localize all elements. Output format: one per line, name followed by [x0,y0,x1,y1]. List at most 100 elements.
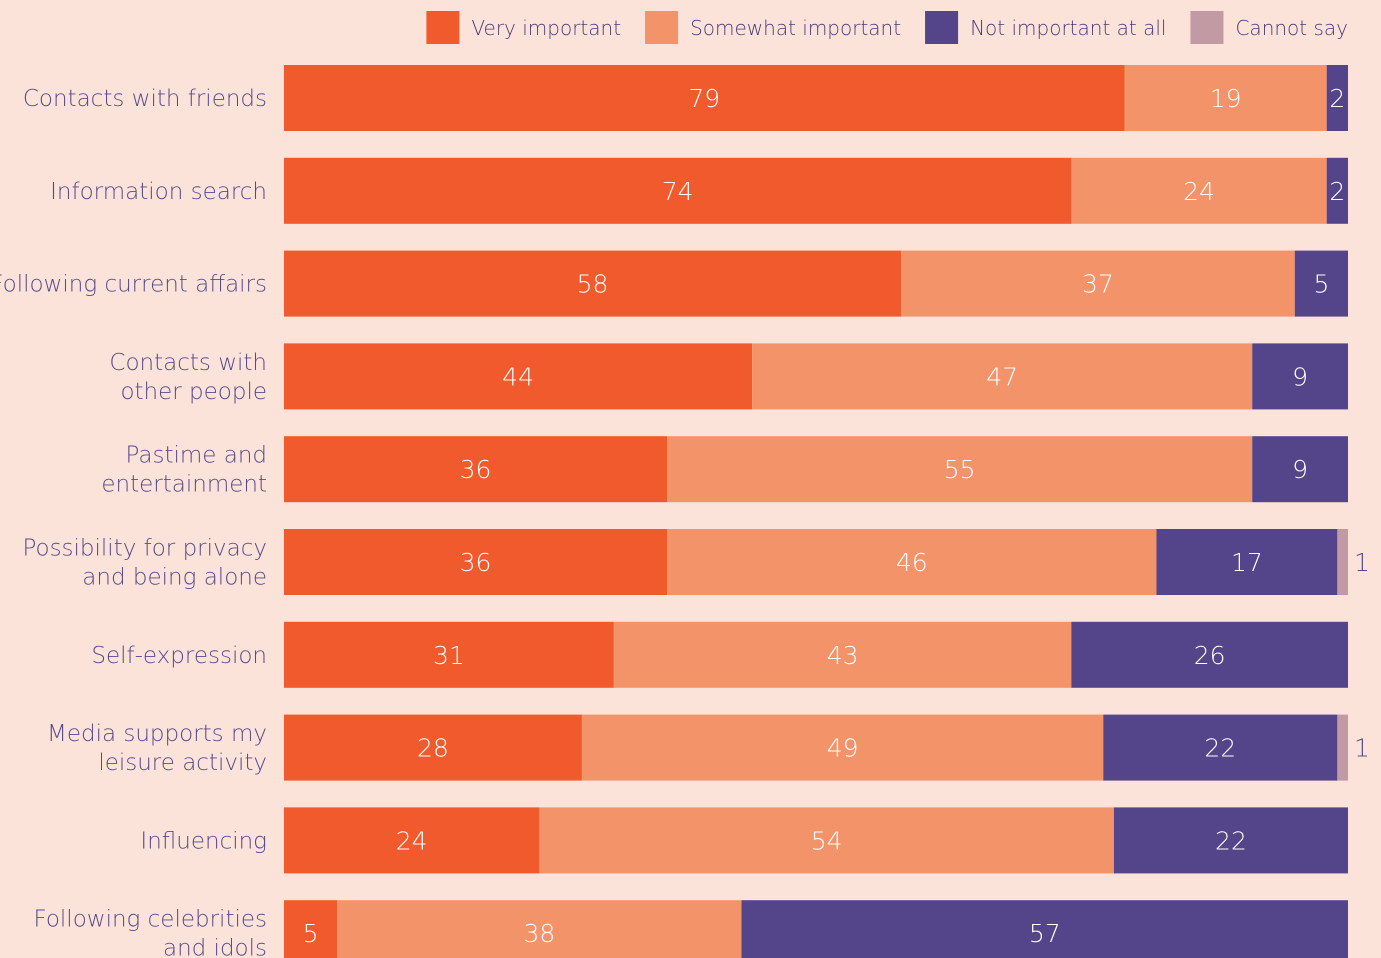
legend-swatch-very-important [426,11,460,44]
data-label-very-important: 74 [662,177,694,206]
category-label: Pastime and entertainment [101,443,267,498]
bar-segment-not-important-at-all [1071,621,1348,688]
data-label-very-important: 36 [460,455,492,484]
legend-label-cannot-say: Cannot say [1235,16,1348,40]
bar-segment-very-important [284,529,668,595]
category-label-line: entertainment [101,472,267,498]
bar-row-following-celebrities-and-idols: Following celebrities and idols 5 38 57 [33,900,1348,958]
data-label-somewhat-important: 54 [811,826,843,855]
category-label-line: Following current affairs [0,272,267,298]
bar-segment-very-important [284,714,582,781]
bar-segment-not-important-at-all [1326,157,1348,224]
data-label-somewhat-important: 47 [986,362,1018,391]
legend-label-very-important: Very important [471,16,621,40]
data-label-cannot-say: 1 [1354,734,1370,763]
legend-swatch-not-important-at-all [925,11,959,44]
category-label: Contacts with friends [23,86,267,112]
category-label-line: Contacts with [109,350,267,376]
category-label: Self-expression [91,643,267,669]
legend-label-not-important-at-all: Not important at all [970,16,1166,40]
bar-segment-not-important-at-all [1113,807,1348,874]
bar-segment-very-important [284,250,902,317]
data-label-somewhat-important: 37 [1082,270,1114,299]
data-label-somewhat-important: 46 [896,548,928,577]
bar-segment-somewhat-important [1124,65,1327,131]
bar-segment-somewhat-important [752,343,1253,410]
category-label: Influencing [140,828,267,854]
legend-swatch-somewhat-important [645,11,679,44]
data-label-not-important-at-all: 22 [1215,826,1247,855]
data-label-not-important-at-all: 2 [1329,84,1345,113]
data-label-very-important: 79 [688,84,720,113]
bar-segment-very-important [284,807,540,874]
category-label: Possibility for privacy and being alone [22,536,267,591]
category-label-line: and idols [163,936,267,958]
bar-segment-somewhat-important [667,436,1253,503]
bar-segment-very-important [284,343,753,410]
category-label-line: Information search [50,179,267,205]
bar-row-self-expression: Self-expression 31 43 26 [91,621,1348,688]
category-label-line: Possibility for privacy [22,536,267,562]
bar-segment-very-important [284,621,614,688]
bar-segment-not-important-at-all [1326,65,1348,131]
data-label-somewhat-important: 55 [944,455,976,484]
bar-segment-somewhat-important [667,529,1157,595]
bar-segment-not-important-at-all [1294,250,1348,317]
legend-label-somewhat-important: Somewhat important [690,16,901,40]
bar-segment-not-important-at-all [1156,529,1338,595]
category-label: Following current affairs [0,272,267,298]
data-label-not-important-at-all: 5 [1313,270,1329,299]
data-label-very-important: 36 [460,548,492,577]
data-label-somewhat-important: 49 [827,734,859,763]
category-label-line: Media supports my [47,721,267,747]
data-label-somewhat-important: 43 [827,641,859,670]
bar-segment-not-important-at-all [1252,343,1348,410]
bar-segment-very-important [284,900,338,958]
bar-segment-somewhat-important [539,807,1114,874]
bar-row-contacts-with-friends: Contacts with friends 79 19 2 [23,65,1348,131]
category-label-line: Contacts with friends [23,86,267,112]
category-label: Media supports my leisure activity [47,721,267,776]
bar-row-pastime-and-entertainment: Pastime and entertainment 36 55 9 [101,436,1348,503]
bar-segment-somewhat-important [613,621,1072,688]
data-label-not-important-at-all: 9 [1292,455,1308,484]
bar-segment-cannot-say [1337,529,1348,595]
bar-segment-very-important [284,157,1072,224]
bar-segment-somewhat-important [1071,157,1327,224]
category-label-line: Following celebrities [33,907,267,933]
data-label-not-important-at-all: 57 [1029,919,1061,948]
category-label: Contacts with other people [109,350,267,405]
bar-row-possibility-for-privacy-and-being-alone: Possibility for privacy and being alone 36… [22,529,1370,595]
data-label-very-important: 5 [303,919,319,948]
category-label-line: Pastime and [126,443,267,469]
category-label-line: Self-expression [91,643,267,669]
bar-segment-cannot-say [1337,714,1348,781]
data-label-not-important-at-all: 2 [1329,177,1345,206]
legend: Very important Somewhat important Not impo… [426,11,1348,44]
bar-row-influencing: Influencing 24 54 22 [140,807,1348,874]
data-label-very-important: 31 [433,641,465,670]
bar-segment-somewhat-important [337,900,742,958]
data-label-very-important: 58 [577,270,609,299]
category-label: Following celebrities and idols [33,907,267,958]
data-label-not-important-at-all: 9 [1292,362,1308,391]
bar-segment-somewhat-important [581,714,1104,781]
category-label-line: and being alone [82,565,267,591]
category-label-line: leisure activity [98,750,267,776]
bar-segment-not-important-at-all [1103,714,1338,781]
data-label-very-important: 24 [396,826,428,855]
category-label-line: Influencing [140,828,267,854]
bar-segment-not-important-at-all [741,900,1348,958]
bar-row-information-search: Information search 74 24 2 [50,157,1348,224]
data-label-somewhat-important: 38 [523,919,555,948]
bar-row-media-supports-my-leisure-activity: Media supports my leisure activity 28 49 22 1 [47,714,1370,781]
data-label-somewhat-important: 19 [1210,84,1242,113]
data-label-not-important-at-all: 22 [1204,734,1236,763]
data-label-cannot-say: 1 [1354,548,1370,577]
bar-segment-somewhat-important [901,250,1295,317]
category-label: Information search [50,179,267,205]
category-label-line: other people [120,379,267,405]
data-label-not-important-at-all: 26 [1194,641,1226,670]
data-label-somewhat-important: 24 [1183,177,1215,206]
